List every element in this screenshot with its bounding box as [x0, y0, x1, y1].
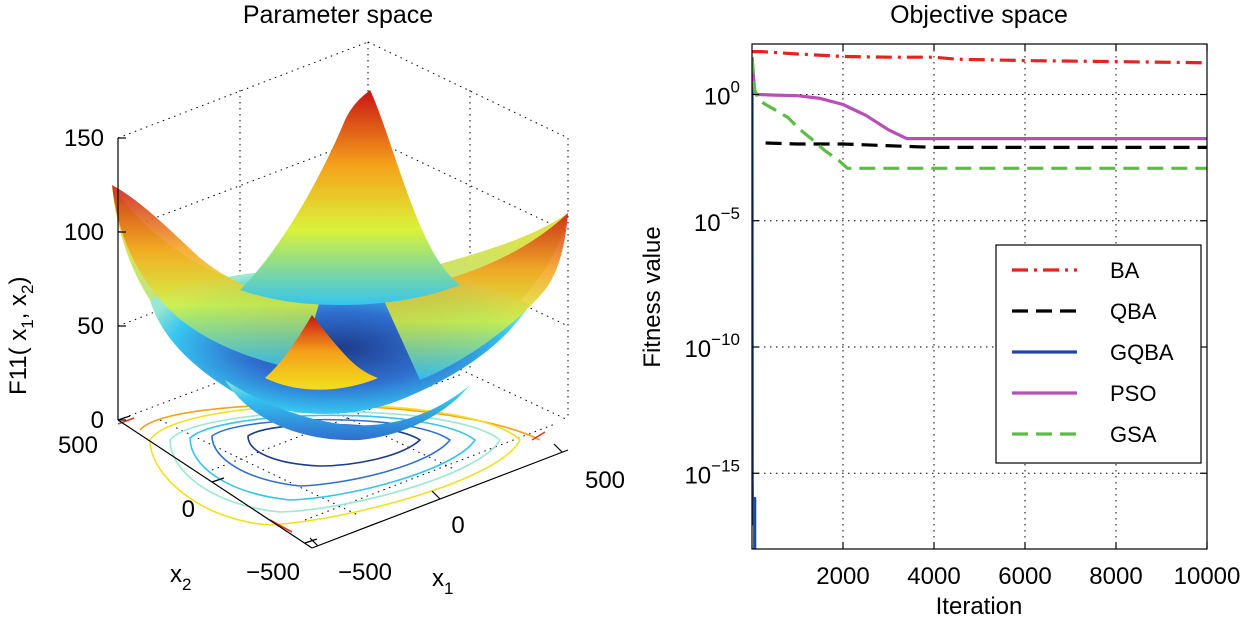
x1-tick-label: 0: [451, 512, 464, 539]
surface-title: Parameter space: [243, 1, 433, 29]
legend-label-pso: PSO: [1110, 381, 1156, 406]
x2-ticks: 500 0 −500: [58, 415, 318, 586]
surface-mesh: [112, 90, 568, 441]
z-axis-label: F11( x1, x2): [5, 276, 37, 395]
legend-box: [995, 244, 1202, 464]
line-plot: Objective space 2000 4000 6000 8000 10000 100…: [639, 1, 1240, 620]
x1-tick-label: −500: [338, 559, 392, 586]
line-title: Objective space: [890, 1, 1068, 29]
legend-label-gsa: GSA: [1110, 422, 1157, 447]
y-axis-label: Fitness value: [639, 226, 666, 367]
legend-label-ba: BA: [1110, 258, 1140, 283]
x-tick-label: 10000: [1174, 563, 1241, 590]
x-tick-label: 2000: [816, 563, 869, 590]
svg-text:F11( x1, x2): F11( x1, x2): [5, 276, 37, 395]
series-line-ba: [752, 49, 1207, 65]
surface-plot: Parameter space: [5, 1, 625, 598]
y-tick-label: 10−5: [694, 204, 740, 237]
z-tick-label: 0: [91, 407, 104, 434]
x2-axis: [117, 419, 313, 549]
series-line-qba: [765, 141, 1207, 149]
series-line-pso: [752, 57, 1207, 141]
z-tick-label: 100: [64, 219, 104, 246]
y-tick-label: 10−15: [684, 456, 740, 489]
x-tick-label: 6000: [998, 563, 1051, 590]
x2-tick-label: −500: [246, 559, 300, 586]
y-tick-label: 10−10: [684, 330, 740, 363]
legend: BA QBA GQBA PSO GSA: [995, 244, 1202, 464]
z-ticks: 0 50 100 150: [64, 125, 126, 434]
x2-axis-label: x2: [170, 561, 191, 594]
legend-label-qba: QBA: [1110, 299, 1157, 324]
legend-items: BA QBA GQBA PSO GSA: [1012, 258, 1174, 447]
z-tick-label: 150: [64, 125, 104, 152]
x1-axis-label: x1: [432, 565, 453, 598]
legend-label-gqba: GQBA: [1110, 340, 1174, 365]
y-tick-label: 100: [704, 78, 740, 111]
x-tick-label: 4000: [907, 563, 960, 590]
series-layer: [752, 49, 1207, 549]
x2-tick-label: 0: [182, 496, 195, 523]
tick-layer: 2000 4000 6000 8000 10000 100 10−5 10−10 10−15: [684, 44, 1240, 590]
x1-tick-label: 500: [585, 467, 625, 494]
x-axis-label: Iteration: [936, 593, 1023, 619]
z-tick-label: 50: [77, 313, 104, 340]
x-tick-label: 8000: [1089, 563, 1142, 590]
x2-tick-label: 500: [58, 432, 98, 459]
plot-frame: [751, 43, 1208, 550]
x1-ticks: −500 0 500: [309, 443, 625, 586]
series-line-gsa: [752, 57, 1207, 170]
